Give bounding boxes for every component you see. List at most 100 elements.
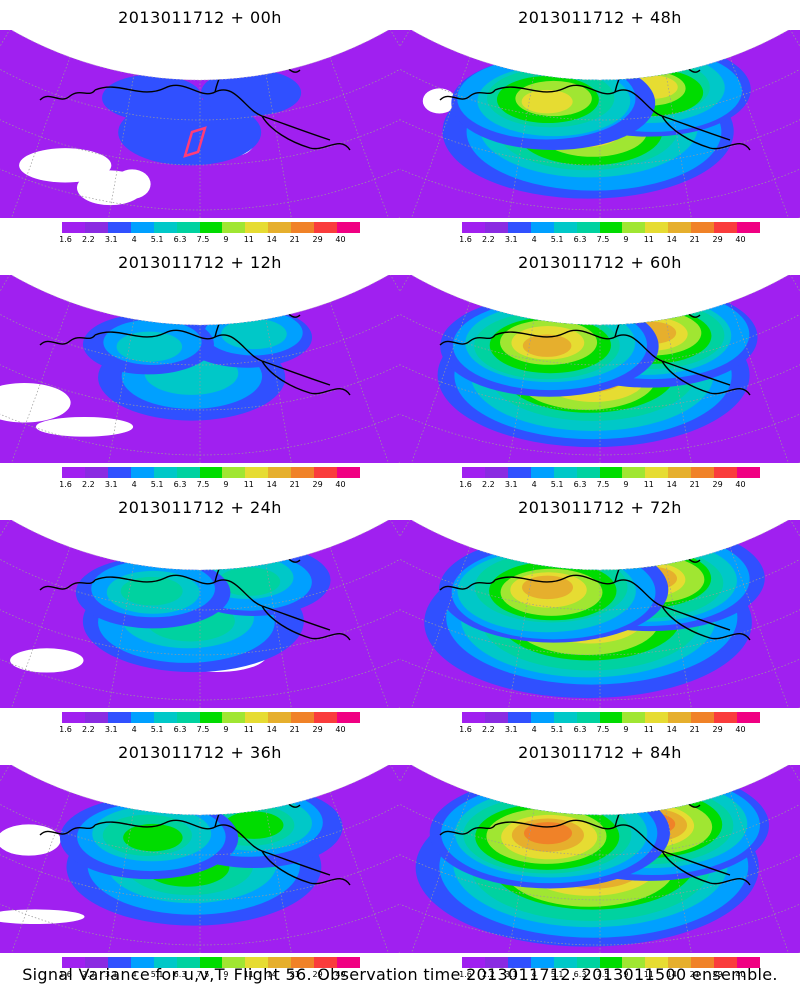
colorbar-tick-label: 29	[712, 725, 723, 734]
colorbar-segment	[691, 712, 715, 723]
colorbar-tick-label: 29	[712, 970, 723, 979]
variance-map	[0, 765, 400, 953]
colorbar-tick-label: 14	[666, 725, 677, 734]
colorbar-tick-label: 29	[712, 235, 723, 244]
colorbar-segment	[199, 222, 223, 233]
colorbar-segment	[645, 712, 669, 723]
colorbar-segment	[599, 957, 623, 968]
colorbar-tick-label: 21	[689, 480, 700, 489]
colorbar-segment	[62, 467, 85, 478]
colorbar-segment	[530, 712, 554, 723]
colorbar-tick-label: 6.3	[573, 725, 587, 734]
colorbar-tick-label: 4	[131, 235, 137, 244]
colorbar-tick-label: 3.1	[104, 725, 118, 734]
colorbar-tick-label: 14	[266, 480, 277, 489]
colorbar-ticks: 1.6 2.2 3.1 4 5.1 6.3 7.5 9 11 14 21 29 40	[59, 725, 360, 737]
colorbar-tick-label: 2.2	[481, 480, 495, 489]
colorbar-segment	[222, 712, 246, 723]
colorbar	[62, 957, 360, 968]
colorbar-tick-label: 4	[131, 725, 137, 734]
colorbar-segment	[530, 957, 554, 968]
colorbar-tick-label: 1.6	[59, 725, 72, 734]
colorbar-tick-label: 14	[666, 235, 677, 244]
colorbar-segment	[668, 467, 692, 478]
colorbar	[62, 467, 360, 478]
colorbar-tick-label: 1.6	[59, 480, 72, 489]
colorbar-tick-label: 3.1	[104, 235, 118, 244]
colorbar-segment	[268, 467, 292, 478]
colorbar-segment	[484, 957, 508, 968]
colorbar-tick-label: 9	[623, 480, 629, 489]
colorbar-tick-label: 3.1	[504, 725, 518, 734]
colorbar-segment	[199, 712, 223, 723]
colorbar-segment	[553, 957, 577, 968]
colorbar-tick-label: 14	[266, 970, 277, 979]
colorbar-segment	[337, 957, 360, 968]
colorbar-tick-label: 2.2	[81, 725, 95, 734]
colorbar-ticks: 1.6 2.2 3.1 4 5.1 6.3 7.5 9 11 14 21 29 40	[459, 725, 760, 737]
colorbar-tick-label: 7.5	[596, 480, 610, 489]
colorbar-ticks: 1.6 2.2 3.1 4 5.1 6.3 7.5 9 11 14 21 29 40	[59, 480, 360, 492]
low-variance-area	[113, 169, 151, 199]
colorbar-tick-label: 9	[223, 235, 229, 244]
colorbar	[462, 467, 760, 478]
colorbar-segment	[599, 222, 623, 233]
variance-contour	[521, 89, 573, 114]
colorbar-segment	[153, 222, 177, 233]
colorbar-ticks: 1.6 2.2 3.1 4 5.1 6.3 7.5 9 11 14 21 29 40	[59, 970, 360, 982]
colorbar-segment	[714, 957, 738, 968]
colorbar-tick-label: 5.1	[150, 235, 164, 244]
colorbar-segment	[153, 712, 177, 723]
colorbar-segment	[222, 957, 246, 968]
colorbar-segment	[737, 712, 760, 723]
low-variance-area	[0, 909, 85, 925]
colorbar-segment	[222, 467, 246, 478]
colorbar-tick-label: 9	[623, 970, 629, 979]
colorbar-segment	[291, 957, 315, 968]
colorbar-segment	[714, 712, 738, 723]
map-panel: 2013011712 + 36h 1.6 2.2 3.1 4 5.1 6.3 7.5 9 11 14…	[0, 735, 400, 980]
colorbar-segment	[84, 957, 108, 968]
colorbar-tick-label: 29	[712, 480, 723, 489]
colorbar-segment	[462, 957, 485, 968]
colorbar-tick-label: 11	[243, 725, 254, 734]
colorbar-segment	[130, 467, 154, 478]
colorbar-segment	[507, 712, 531, 723]
variance-map	[400, 30, 800, 218]
colorbar-segment	[507, 222, 531, 233]
colorbar-segment	[153, 957, 177, 968]
colorbar-tick-label: 4	[131, 480, 137, 489]
colorbar-tick-label: 14	[666, 970, 677, 979]
colorbar-tick-label: 1.6	[59, 235, 72, 244]
colorbar-segment	[107, 957, 131, 968]
colorbar-segment	[314, 222, 338, 233]
colorbar-tick-label: 11	[243, 235, 254, 244]
variance-contour	[102, 74, 203, 121]
colorbar-segment	[645, 957, 669, 968]
colorbar-segment	[222, 222, 246, 233]
colorbar-segment	[291, 467, 315, 478]
panel-title: 2013011712 + 48h	[518, 8, 682, 27]
map-panel: 2013011712 + 60h 1.6 2.2 3.1 4 5.1 6.3 7.5 9 11 14…	[400, 245, 800, 490]
colorbar-tick-label: 40	[335, 235, 346, 244]
figure-caption: Signal Variance for u,v,T. Flight 56. Ob…	[22, 965, 778, 984]
colorbar-tick-label: 5.1	[550, 480, 564, 489]
colorbar-ticks: 1.6 2.2 3.1 4 5.1 6.3 7.5 9 11 14 21 29 40	[59, 235, 360, 247]
colorbar-segment	[668, 957, 692, 968]
colorbar-segment	[553, 222, 577, 233]
colorbar-tick-label: 7.5	[596, 235, 610, 244]
colorbar-tick-label: 9	[623, 725, 629, 734]
colorbar-tick-label: 5.1	[550, 970, 564, 979]
colorbar-segment	[314, 712, 338, 723]
colorbar-tick-label: 29	[312, 970, 323, 979]
colorbar-segment	[484, 467, 508, 478]
colorbar-tick-label: 2.2	[481, 970, 495, 979]
colorbar-segment	[530, 222, 554, 233]
colorbar-tick-label: 29	[312, 725, 323, 734]
colorbar-tick-label: 11	[643, 235, 654, 244]
colorbar-tick-label: 21	[289, 970, 300, 979]
colorbar-segment	[691, 957, 715, 968]
colorbar-tick-label: 4	[531, 235, 537, 244]
colorbar-tick-label: 3.1	[104, 970, 118, 979]
colorbar-segment	[484, 712, 508, 723]
